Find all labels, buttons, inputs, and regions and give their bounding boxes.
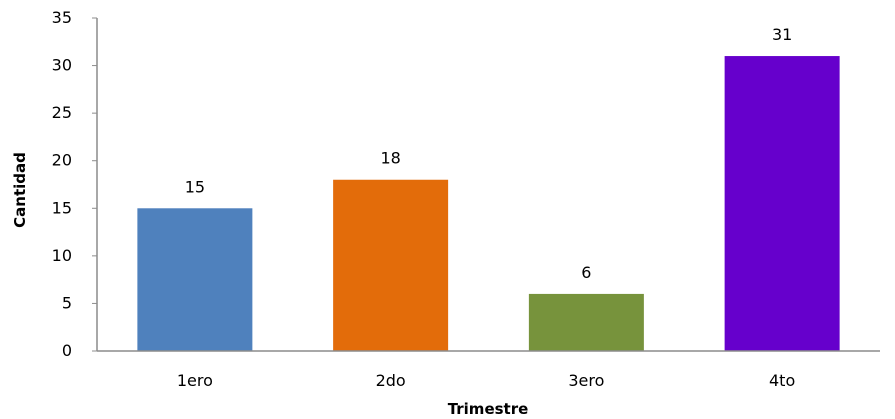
bar-1ero <box>137 208 253 351</box>
y-tick-label: 25 <box>52 103 72 122</box>
y-tick-label: 5 <box>62 293 72 312</box>
x-axis-ticks: 1ero 2do 3ero 4to <box>177 371 795 390</box>
y-tick-label: 35 <box>52 8 72 27</box>
x-axis-title: Trimestre <box>448 400 529 418</box>
y-tick-label: 0 <box>62 341 72 360</box>
data-label-1ero: 15 <box>185 177 205 196</box>
bar-3ero <box>528 293 644 351</box>
y-tick-label: 20 <box>52 151 72 170</box>
y-tick-label: 10 <box>52 246 72 265</box>
data-label-3ero: 6 <box>581 263 591 282</box>
x-tick-label-2do: 2do <box>376 371 406 390</box>
y-tick-label: 30 <box>52 56 72 75</box>
y-axis-ticks: 0 5 10 15 20 25 30 35 <box>52 8 97 360</box>
data-label-2do: 18 <box>380 149 400 168</box>
bar-2do <box>333 179 449 351</box>
y-axis-title: Cantidad <box>11 152 29 228</box>
x-tick-label-1ero: 1ero <box>177 371 213 390</box>
data-label-4to: 31 <box>772 25 792 44</box>
x-tick-label-4to: 4to <box>769 371 795 390</box>
x-tick-label-3ero: 3ero <box>568 371 604 390</box>
bars-group <box>137 56 840 352</box>
data-labels-group: 15 18 6 31 <box>185 25 793 282</box>
bar-4to <box>724 56 840 352</box>
y-tick-label: 15 <box>52 198 72 217</box>
